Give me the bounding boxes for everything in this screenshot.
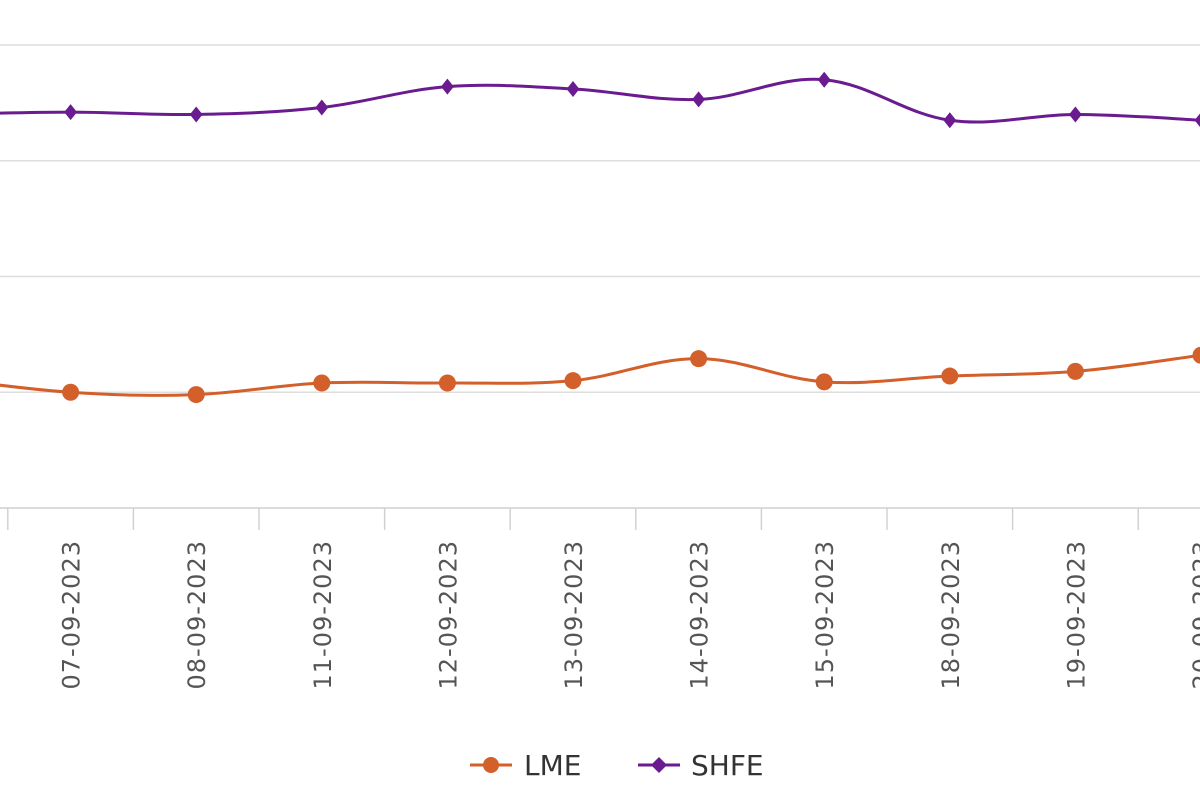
x-tick-label-10: 20-09-2023 [1188,540,1200,689]
data-point-lme-10[interactable] [1192,346,1200,364]
data-point-lme-5[interactable] [564,372,582,390]
data-point-shfe-7[interactable] [817,71,831,88]
x-tick-label-2: 08-09-2023 [183,540,211,689]
data-point-lme-8[interactable] [941,367,959,385]
data-point-shfe-8[interactable] [943,112,957,129]
legend-shfe-marker [651,757,667,773]
legend-shfe-label: SHFE [691,749,764,782]
grid-lines [0,44,1200,394]
data-point-shfe-2[interactable] [189,106,203,123]
data-point-lme-1[interactable] [62,383,80,401]
plot-series [0,71,1200,404]
data-point-shfe-9[interactable] [1069,106,1082,123]
legend: LME SHFE [470,749,764,782]
x-tick-label-7: 15-09-2023 [811,540,839,689]
x-tick-label-4: 12-09-2023 [434,540,462,689]
series-line-lme [0,353,1200,397]
legend-item-lme[interactable]: LME [470,749,581,782]
legend-item-shfe[interactable]: SHFE [638,749,764,782]
x-tick-label-9: 19-09-2023 [1062,540,1090,689]
data-point-shfe-6[interactable] [692,91,705,108]
x-axis [0,507,1200,530]
x-tick-label-6: 14-09-2023 [686,540,714,689]
data-point-lme-3[interactable] [313,374,331,392]
x-tick-label-3: 11-09-2023 [309,540,337,689]
data-point-lme-4[interactable] [438,374,456,392]
x-tick-label-5: 13-09-2023 [560,540,588,689]
legend-lme-marker [483,757,499,773]
data-point-shfe-4[interactable] [441,78,454,95]
series-line-shfe [0,77,1200,124]
x-tick-label-8: 18-09-2023 [937,540,965,689]
x-tick-label-1: 07-09-2023 [58,540,86,689]
data-point-shfe-3[interactable] [315,99,329,116]
data-point-shfe-1[interactable] [64,104,77,121]
x-axis-tick-labels: 07-09-2023 08-09-2023 11-09-2023 12-09-2023… [58,540,1200,689]
data-point-lme-2[interactable] [187,386,205,404]
data-point-lme-9[interactable] [1066,362,1084,380]
data-point-lme-6[interactable] [690,350,708,368]
legend-lme-label: LME [524,749,581,782]
data-point-lme-7[interactable] [815,373,833,391]
data-point-shfe-10[interactable] [1194,112,1200,128]
data-point-shfe-5[interactable] [566,80,580,97]
